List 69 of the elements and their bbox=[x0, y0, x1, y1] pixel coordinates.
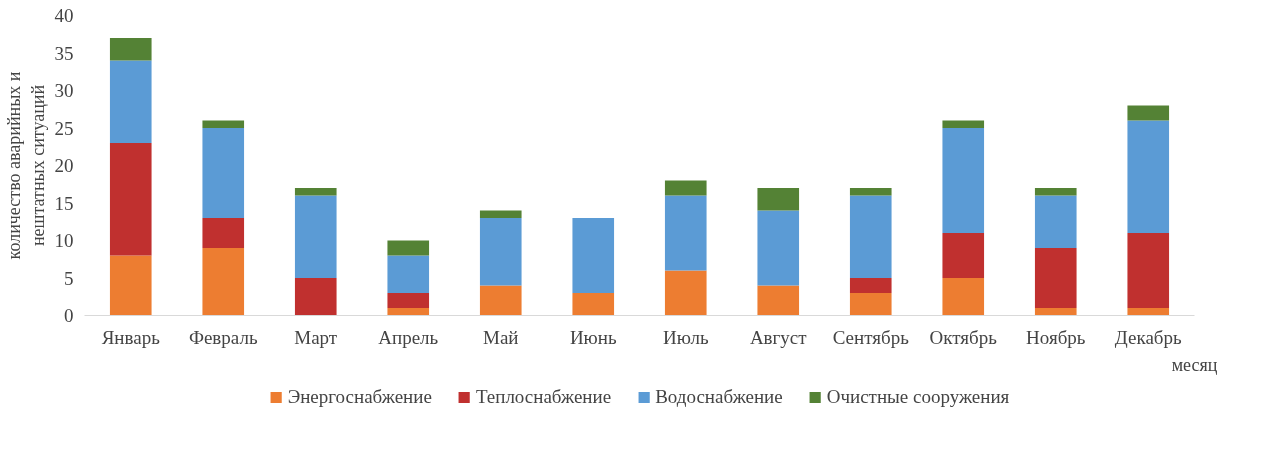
bar bbox=[664, 270, 707, 316]
x-tick-label: Сентябрь bbox=[832, 326, 910, 348]
legend-label: Очистные сооружения bbox=[826, 386, 1010, 408]
bar bbox=[942, 128, 985, 233]
y-tick-label: 35 bbox=[54, 42, 74, 64]
y-tick-label: 15 bbox=[54, 192, 74, 214]
x-axis-title: месяц bbox=[1171, 354, 1218, 375]
x-tick-label: Январь bbox=[101, 326, 161, 348]
bar bbox=[1127, 308, 1170, 316]
bar bbox=[849, 195, 892, 278]
legend-label: Энергоснабжение bbox=[287, 386, 432, 408]
bar bbox=[202, 248, 245, 316]
y-tick-label: 20 bbox=[54, 155, 74, 176]
bar bbox=[572, 218, 615, 293]
bar bbox=[942, 233, 985, 278]
x-tick-label: Март bbox=[294, 326, 338, 348]
y-tick-label: 10 bbox=[54, 230, 74, 251]
x-tick-label: Июль bbox=[662, 326, 709, 348]
bar bbox=[202, 128, 245, 218]
y-tick-label: 30 bbox=[54, 80, 74, 101]
bar bbox=[109, 143, 152, 256]
bar bbox=[1034, 308, 1077, 316]
bar bbox=[757, 210, 800, 286]
y-tick-label: 0 bbox=[64, 305, 74, 326]
x-tick-label: Февраль bbox=[188, 326, 258, 348]
y-tick-label: 40 bbox=[54, 5, 74, 26]
x-tick-label: Апрель bbox=[378, 326, 439, 348]
bar bbox=[294, 278, 337, 316]
bar bbox=[1127, 120, 1170, 233]
x-tick-label: Октябрь bbox=[929, 326, 998, 348]
bar bbox=[942, 120, 985, 128]
bar bbox=[202, 218, 245, 248]
bar bbox=[387, 240, 430, 256]
bar bbox=[849, 278, 892, 293]
bar bbox=[572, 293, 615, 316]
bar bbox=[1127, 105, 1170, 121]
bar bbox=[664, 195, 707, 271]
bar bbox=[757, 285, 800, 316]
bar bbox=[849, 293, 892, 316]
bar bbox=[387, 255, 430, 293]
bar bbox=[387, 293, 430, 308]
x-tick-label: Август bbox=[749, 326, 808, 348]
bar bbox=[479, 210, 522, 218]
bar bbox=[1034, 248, 1077, 308]
legend-label: Теплоснабжение bbox=[475, 386, 612, 408]
x-tick-label: Декабрь bbox=[1114, 326, 1182, 348]
bar bbox=[202, 120, 245, 128]
bar bbox=[849, 188, 892, 196]
bar bbox=[1034, 195, 1077, 248]
x-tick-label: Ноябрь bbox=[1026, 326, 1086, 348]
bar bbox=[294, 195, 337, 278]
x-tick-label: Май bbox=[483, 326, 519, 348]
y-axis-title: количество аварийных и нештатных ситуаций bbox=[3, 71, 48, 260]
y-tick-label: 5 bbox=[64, 267, 74, 289]
bar bbox=[1034, 188, 1077, 196]
x-tick-label: Июнь bbox=[569, 326, 617, 348]
bar bbox=[479, 218, 522, 286]
bar bbox=[109, 60, 152, 143]
bar bbox=[109, 38, 152, 61]
bar bbox=[942, 278, 985, 316]
bar bbox=[664, 180, 707, 196]
bar bbox=[387, 308, 430, 316]
bar bbox=[479, 285, 522, 316]
legend-label: Водоснабжение bbox=[655, 386, 783, 408]
bar bbox=[109, 255, 152, 316]
bar bbox=[294, 188, 337, 196]
bar bbox=[1127, 233, 1170, 308]
y-tick-label: 25 bbox=[54, 117, 74, 139]
bar bbox=[757, 188, 800, 211]
